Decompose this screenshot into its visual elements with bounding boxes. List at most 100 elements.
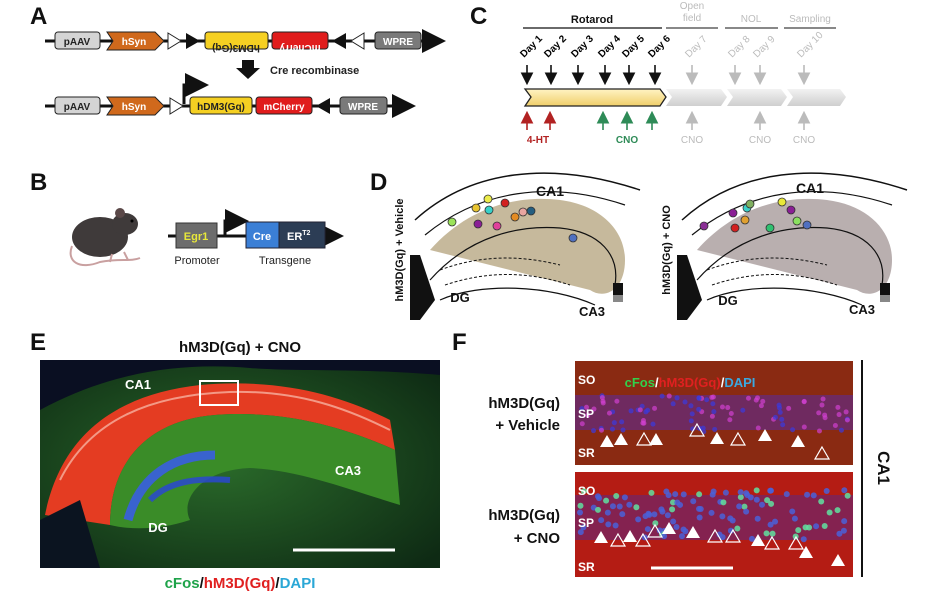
loxp-open-triangle-icon: [350, 32, 365, 50]
lox-filled-triangle-icon: [332, 33, 346, 49]
lox-filled-triangle-icon: [186, 33, 200, 49]
micrograph-vehicle: [575, 361, 853, 465]
day-label: Day 7: [683, 34, 710, 61]
wpre-box: WPRE: [383, 37, 413, 48]
cre-recombinase-label: Cre recombinase: [270, 65, 359, 77]
open-arrowhead-icon: [813, 445, 831, 460]
open-field-timeline-bar: [666, 89, 727, 106]
phase-rotarod: Rotarod: [571, 14, 613, 26]
layer-sr: SR: [578, 560, 595, 574]
day-label: Day 9: [751, 34, 778, 61]
treatment-cno-label: CNO: [616, 135, 638, 146]
cell-marker-dot: [765, 223, 775, 233]
panel-d: D hM3D(Gq) + Vehicle hM3D(Gq) + CNO CA1 …: [370, 169, 908, 320]
dg-label: DG: [718, 293, 738, 308]
layer-so: SO: [578, 373, 595, 387]
panel-a: A pAAV hSyn hDM3(Gq) mCherry WPRE Cre re…: [30, 3, 446, 118]
panel-label-b: B: [30, 169, 47, 196]
treatment-cno-day7: CNO: [681, 135, 703, 146]
hippocampus-schematic-vehicle: [410, 172, 641, 320]
open-arrowhead-icon: [729, 431, 747, 446]
stain-legend: cFos/hM3D(Gq)/DAPI: [625, 375, 756, 390]
cno-row-label-line2: + CNO: [514, 530, 561, 547]
layer-sp: SP: [578, 516, 594, 530]
open-arrowhead-icon: [787, 535, 805, 550]
cre-box: Cre: [253, 231, 271, 243]
cell-marker-dot: [500, 198, 510, 208]
filled-arrowhead-icon: [662, 522, 676, 534]
open-arrowhead-icon: [688, 422, 706, 437]
construct-before: pAAV hSyn hDM3(Gq) mCherry WPRE: [45, 29, 446, 53]
hdm3-box: hDM3(Gq): [197, 102, 245, 113]
filled-arrowhead-icon: [758, 429, 772, 441]
layer-so: SO: [578, 484, 595, 498]
sampling-timeline-bar: [787, 89, 846, 106]
dg-label: DG: [450, 290, 470, 305]
loxp-open-triangle-icon: [169, 97, 184, 115]
open-arrowhead-icon: [609, 532, 627, 547]
open-arrowhead-icon: [635, 431, 653, 446]
cell-marker-dot: [568, 233, 578, 243]
promoter-arrow-icon: [223, 209, 249, 235]
layer-sp: SP: [578, 407, 594, 421]
vehicle-row-label-line2: + Vehicle: [495, 417, 560, 434]
ca1-side-label: CA1: [874, 451, 893, 485]
panel-b: B Egr1 Cre ERT2 Promoter Transgene: [30, 169, 344, 267]
cell-marker-dot: [730, 223, 740, 233]
filled-arrowhead-icon: [710, 432, 724, 444]
paav-box: pAAV: [64, 37, 91, 48]
panel-label-a: A: [30, 3, 47, 30]
ca1-label: CA1: [125, 377, 151, 392]
phase-sampling: Sampling: [789, 14, 831, 25]
treatment-arrows: [520, 110, 811, 130]
day-label: Day 2: [542, 33, 569, 60]
er-box: ERT2: [287, 230, 311, 243]
cell-marker-dot: [745, 199, 755, 209]
promoter-label: Promoter: [174, 255, 220, 267]
panel-label-d: D: [370, 169, 387, 196]
cell-marker-dot: [740, 215, 750, 225]
panel-label-e: E: [30, 329, 46, 356]
mcherry-inverted-box: mCherry: [279, 42, 321, 53]
cell-marker-dot: [510, 212, 520, 222]
lox-filled-triangle-icon: [316, 98, 330, 114]
panel-label-f: F: [452, 329, 467, 356]
paav-box: pAAV: [64, 102, 91, 113]
day-label: Day 10: [795, 30, 825, 60]
hippocampus-schematic-cno: [677, 172, 908, 320]
filled-arrowhead-icon: [614, 433, 628, 445]
open-arrowhead-icon: [724, 528, 742, 543]
cell-marker-dot: [473, 219, 483, 229]
down-arrow-icon: [236, 60, 260, 79]
condition-cno-label: hM3D(Gq) + CNO: [661, 205, 673, 295]
panel-c: C Rotarod Open field NOL Sampling Day 1D…: [470, 1, 846, 146]
day-label: Day 8: [726, 34, 753, 61]
cell-marker-dot: [786, 205, 796, 215]
stain-legend: cFos/hM3D(Gq)/DAPI: [165, 575, 316, 592]
filled-arrowhead-icon: [623, 530, 637, 542]
cell-marker-dot: [492, 221, 502, 231]
cno-row-label-line1: hM3D(Gq): [488, 507, 560, 524]
condition-vehicle-label: hM3D(Gq) + Vehicle: [394, 199, 406, 302]
cell-marker-dot: [802, 220, 812, 230]
hsyn-box: hSyn: [122, 102, 146, 113]
treatment-4ht-label: 4-HT: [527, 135, 549, 146]
cell-marker-dot: [484, 205, 494, 215]
panel-label-c: C: [470, 3, 487, 30]
mouse-illustration: [69, 208, 141, 267]
panel-e: E hM3D(Gq) + CNO CA1 CA3 DG cFos/hM3D(Gq…: [30, 329, 440, 592]
cell-marker-dot: [526, 206, 536, 216]
promoter-arrow-icon: [182, 73, 209, 104]
cell-marker-dot: [792, 216, 802, 226]
transgene-label: Transgene: [259, 255, 311, 267]
egr1-box: Egr1: [184, 231, 208, 243]
hdm3-inverted-box: hDM3(Gq): [212, 42, 260, 53]
open-arrowhead-icon: [646, 523, 664, 538]
open-arrowhead-icon: [763, 535, 781, 550]
hsyn-box: hSyn: [122, 37, 146, 48]
filled-arrowhead-icon: [594, 531, 608, 543]
inset-box-ca1: [199, 380, 239, 406]
cell-marker-dot: [777, 197, 787, 207]
